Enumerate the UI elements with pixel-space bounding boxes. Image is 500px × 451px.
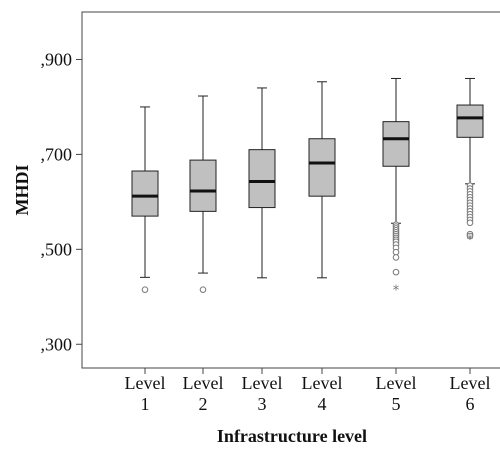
x-tick-label: 5 [392, 394, 401, 414]
y-axis-title: MHDI [12, 165, 32, 216]
x-tick-label: 1 [141, 394, 150, 414]
x-tick-label: Level [183, 373, 224, 393]
y-axis: ,300 ,500 ,700 ,900 [41, 49, 82, 354]
box-4 [308, 81, 336, 279]
box-6: * [456, 77, 484, 248]
x-tick-label: Level [450, 373, 491, 393]
x-tick-label: 4 [318, 394, 327, 414]
box-3 [248, 87, 276, 279]
x-axis-title: Infrastructure level [217, 426, 367, 446]
box-5: * [382, 77, 410, 299]
outlier-point [141, 286, 149, 293]
iqr-box [131, 170, 159, 217]
outlier-point [199, 286, 207, 293]
outlier-point [392, 268, 400, 276]
outlier-point [466, 219, 474, 227]
extreme-point: * [467, 233, 474, 248]
y-tick-label: ,500 [41, 239, 73, 259]
box-series: ** [131, 77, 484, 299]
x-tick-label: 6 [466, 394, 475, 414]
iqr-box [308, 138, 336, 197]
iqr-box [456, 104, 484, 138]
y-tick-label: ,700 [41, 144, 73, 164]
x-tick-label: 2 [199, 394, 208, 414]
y-tick-label: ,300 [41, 334, 73, 354]
x-tick-label: Level [125, 373, 166, 393]
outlier-point [392, 254, 400, 261]
x-tick-label: Level [302, 373, 343, 393]
x-tick-label: 3 [258, 394, 267, 414]
y-tick-label: ,900 [41, 49, 73, 69]
plot-frame [81, 11, 500, 369]
iqr-box [382, 121, 410, 167]
x-tick-label: Level [376, 373, 417, 393]
box-1 [131, 106, 159, 293]
outlier-point [466, 232, 474, 240]
iqr-box [248, 149, 276, 209]
box-2 [189, 95, 217, 293]
iqr-box [189, 159, 217, 212]
extreme-point: * [393, 284, 400, 299]
x-tick-label: Level [242, 373, 283, 393]
